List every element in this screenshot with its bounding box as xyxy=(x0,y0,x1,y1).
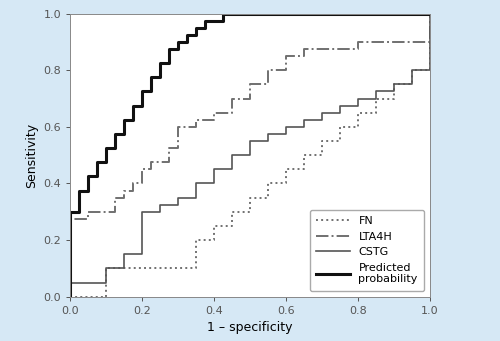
X-axis label: 1 – specificity: 1 – specificity xyxy=(208,321,293,334)
Y-axis label: Sensitivity: Sensitivity xyxy=(24,123,38,188)
Legend: FN, LTA4H, CSTG, Predicted
probability: FN, LTA4H, CSTG, Predicted probability xyxy=(310,209,424,291)
